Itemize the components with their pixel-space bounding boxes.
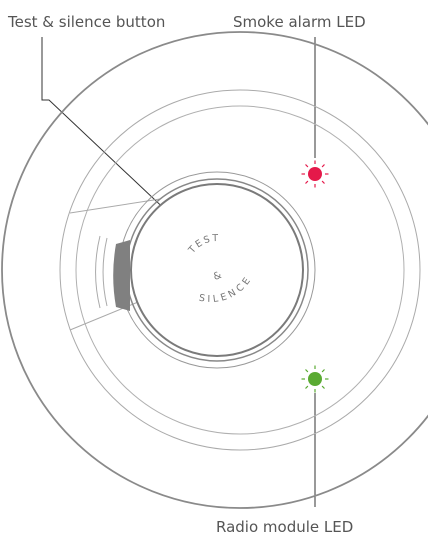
smoke-led-dot bbox=[308, 167, 322, 181]
label-smoke-alarm-led: Smoke alarm LED bbox=[233, 13, 366, 31]
radio-led-dot bbox=[308, 372, 322, 386]
radio-led-glow-ray bbox=[322, 386, 324, 388]
leader-line-test-button bbox=[42, 37, 172, 216]
radio-led-glow-ray bbox=[306, 386, 308, 388]
radio-module-led bbox=[302, 366, 329, 393]
label-test-silence-button: Test & silence button bbox=[7, 13, 165, 31]
grey-slot bbox=[113, 240, 130, 311]
smoke-led-glow-ray bbox=[306, 181, 308, 183]
smoke-led-glow-ray bbox=[322, 181, 324, 183]
label-radio-module-led: Radio module LED bbox=[216, 518, 353, 536]
segment-arc-inner bbox=[103, 238, 107, 306]
radio-led-glow-ray bbox=[306, 370, 308, 372]
smoke-led-glow-ray bbox=[322, 165, 324, 167]
smoke-led-glow-ray bbox=[306, 165, 308, 167]
segment-line-upper bbox=[70, 199, 160, 213]
segment-arc-outer bbox=[96, 236, 100, 308]
smoke-alarm-led bbox=[302, 161, 329, 188]
radio-led-glow-ray bbox=[322, 370, 324, 372]
